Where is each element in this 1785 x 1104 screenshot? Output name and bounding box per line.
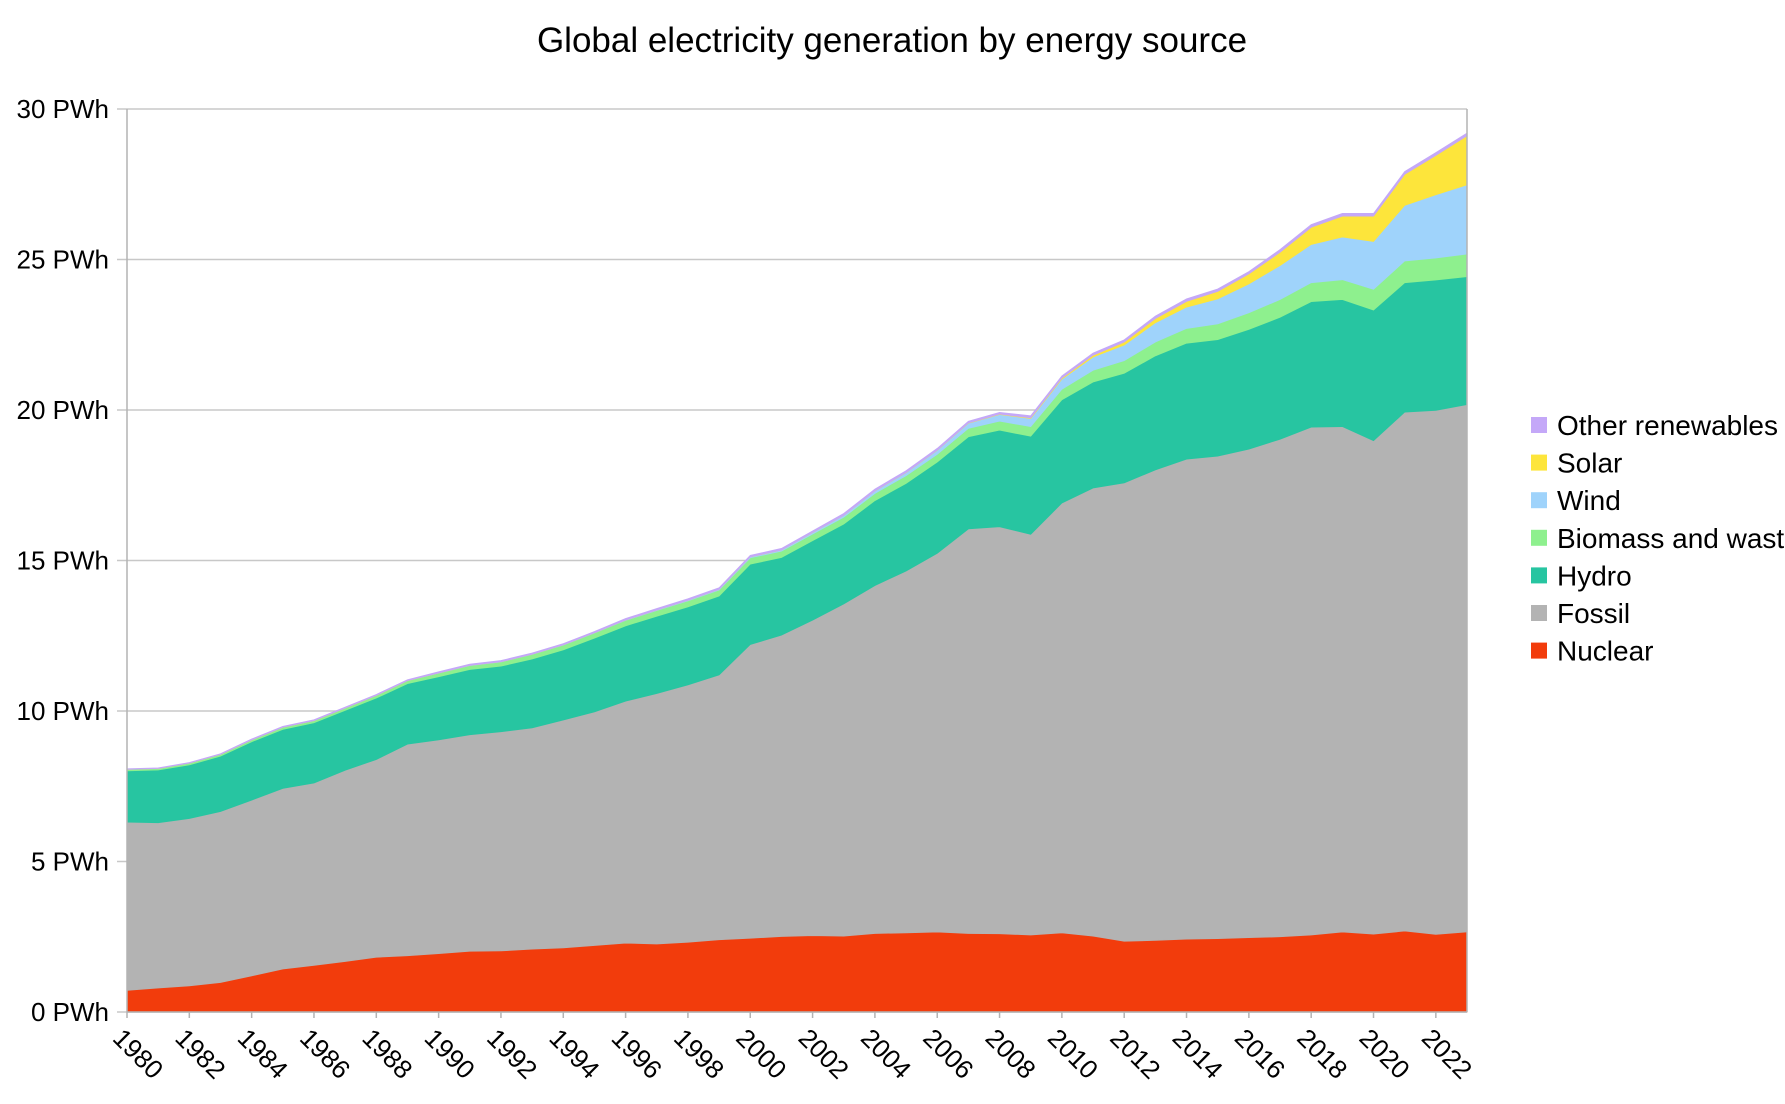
- x-tick-label-2014: 2014: [1167, 1023, 1229, 1085]
- x-tick-labels: 1980 1982 1984 1986 1988 1990 1992 1994 1996 1998…: [107, 1023, 1478, 1085]
- y-tick-label-15: 15 PWh: [17, 546, 110, 576]
- x-tick-label-1998: 1998: [668, 1023, 730, 1085]
- x-tick-label-2012: 2012: [1104, 1023, 1166, 1085]
- x-tick-label-1980: 1980: [107, 1023, 169, 1085]
- x-tick-label-2002: 2002: [793, 1023, 855, 1085]
- legend-swatch-solar: [1531, 454, 1547, 471]
- x-tick-label-2008: 2008: [980, 1023, 1042, 1085]
- x-tick-label-1990: 1990: [419, 1023, 481, 1085]
- legend-swatch-biomass-and-waste: [1531, 529, 1547, 546]
- y-tick-label-10: 10 PWh: [17, 696, 110, 726]
- x-tick-label-2016: 2016: [1229, 1023, 1291, 1085]
- y-tick-label-30: 30 PWh: [17, 94, 110, 124]
- axes: [126, 109, 1468, 1018]
- legend-label-other-renewables: Other renewables: [1557, 410, 1778, 441]
- legend-swatch-hydro: [1531, 567, 1547, 584]
- x-tick-label-2004: 2004: [855, 1023, 917, 1085]
- legend-label-fossil: Fossil: [1557, 598, 1630, 629]
- y-tick-label-0: 0 PWh: [31, 997, 109, 1027]
- x-tick-label-1984: 1984: [232, 1023, 294, 1085]
- legend-label-hydro: Hydro: [1557, 560, 1632, 591]
- legend-swatch-fossil: [1531, 605, 1547, 621]
- legend-swatch-wind: [1531, 492, 1547, 509]
- legend: Other renewables Solar Wind Biomass and was…: [1531, 410, 1785, 667]
- x-tick-label-2020: 2020: [1354, 1023, 1416, 1085]
- legend-swatch-other-renewables: [1531, 417, 1547, 433]
- area-fossil: [126, 404, 1468, 991]
- y-tick-labels: 0 PWh 5 PWh 10 PWh 15 PWh 20 PWh 25 PWh 30 PWh: [17, 94, 110, 1027]
- legend-label-solar: Solar: [1557, 448, 1622, 479]
- y-tick-label-25: 25 PWh: [17, 245, 110, 275]
- area-series: [126, 132, 1468, 1013]
- x-tick-label-2022: 2022: [1416, 1023, 1478, 1085]
- chart-title: Global electricity generation by energy …: [537, 21, 1247, 60]
- y-tick-label-5: 5 PWh: [31, 847, 109, 877]
- x-tick-label-1992: 1992: [481, 1023, 543, 1085]
- x-tick-label-2010: 2010: [1042, 1023, 1104, 1085]
- x-tick-label-1986: 1986: [294, 1023, 356, 1085]
- y-tick-label-20: 20 PWh: [17, 395, 110, 425]
- x-tick-label-1994: 1994: [543, 1023, 605, 1085]
- legend-label-biomass-and-waste: Biomass and waste: [1557, 523, 1785, 554]
- x-tick-label-1996: 1996: [606, 1023, 668, 1085]
- x-tick-label-2006: 2006: [917, 1023, 979, 1085]
- legend-label-nuclear: Nuclear: [1557, 636, 1653, 667]
- x-tick-label-2000: 2000: [730, 1023, 792, 1085]
- x-tick-label-2018: 2018: [1291, 1023, 1353, 1085]
- legend-label-wind: Wind: [1557, 485, 1621, 516]
- x-tick-label-1988: 1988: [356, 1023, 418, 1085]
- x-tick-label-1982: 1982: [170, 1023, 232, 1085]
- legend-swatch-nuclear: [1531, 642, 1547, 659]
